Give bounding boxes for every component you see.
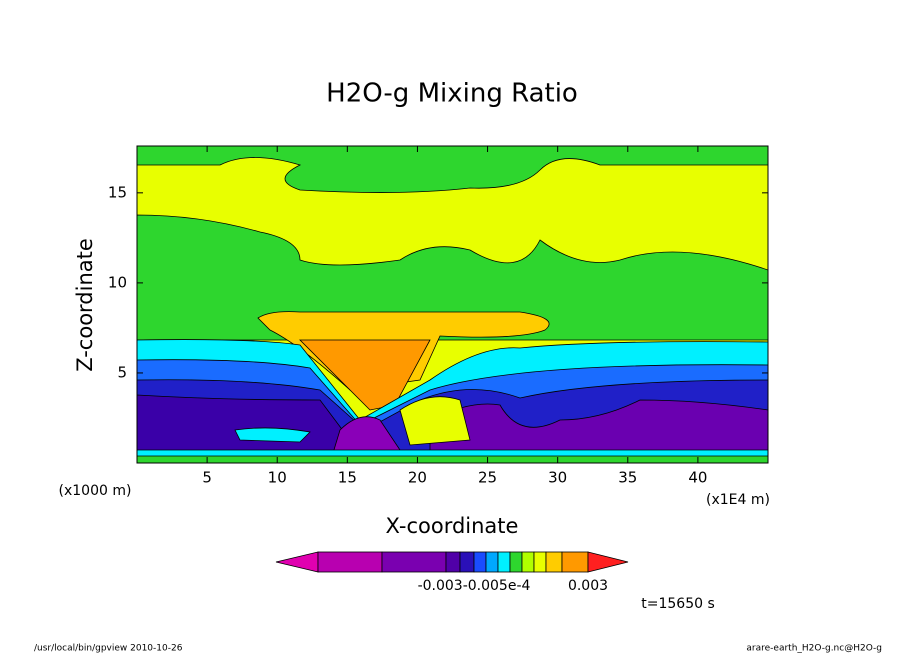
y-tick-label: 15 — [108, 183, 127, 201]
contour-field — [137, 146, 768, 463]
x-unit: (x1E4 m) — [706, 492, 770, 508]
chart-title: H2O-g Mixing Ratio — [326, 79, 578, 109]
time-label: t=15650 s — [641, 596, 715, 612]
plot-frame — [136, 145, 769, 464]
x-tick-label: 30 — [548, 469, 567, 487]
colorbar-label: 0.003 — [568, 578, 608, 594]
y-unit: (x1000 m) — [59, 483, 132, 499]
x-tick-label: 10 — [268, 469, 287, 487]
x-tick-label: 40 — [688, 469, 707, 487]
colorbar-label: -0.003-0.005e-4 — [418, 578, 531, 594]
x-axis-label: X-coordinate — [386, 514, 519, 538]
y-axis-label: Z-coordinate — [73, 238, 97, 372]
footer-left: /usr/local/bin/gpview 2010-10-26 — [34, 644, 183, 654]
colorbar — [275, 551, 629, 573]
x-tick-label: 25 — [478, 469, 497, 487]
y-tick-label: 10 — [108, 273, 127, 291]
footer-right: arare-earth_H2O-g.nc@H2O-g — [746, 644, 882, 654]
x-tick-label: 15 — [338, 469, 357, 487]
y-tick-label: 5 — [117, 363, 127, 381]
x-tick-label: 35 — [618, 469, 637, 487]
x-tick-label: 5 — [202, 469, 212, 487]
x-tick-label: 20 — [408, 469, 427, 487]
